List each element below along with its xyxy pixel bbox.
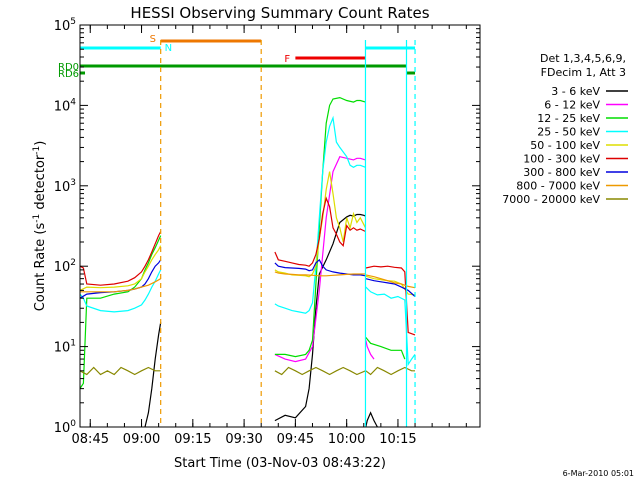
legend-label: 6 - 12 keV — [544, 99, 600, 112]
series-line — [79, 231, 162, 286]
chart-title: HESSI Observing Summary Count Rates — [130, 4, 429, 22]
legend-label: 100 - 300 keV — [523, 153, 600, 166]
y-tick-label: 103 — [54, 178, 76, 195]
y-axis-label-sup2: -1 — [32, 146, 42, 155]
y-axis-label-end: ) — [33, 141, 48, 146]
series-line — [274, 271, 366, 277]
y-tick-label: 101 — [54, 339, 76, 356]
series-line — [274, 366, 366, 376]
series-line — [365, 340, 375, 360]
y-tick-label: 100 — [54, 419, 77, 436]
x-axis-ticks: 08:45 09:00 09:15 09:30 09:45 10:00 10:15 — [72, 25, 467, 447]
legend-label: 25 - 50 keV — [537, 126, 600, 139]
series-lines — [79, 96, 416, 428]
x-tick-label: 09:00 — [123, 432, 160, 447]
y-axis-label-main: Count Rate (s — [33, 223, 48, 312]
series-line — [274, 213, 366, 422]
footer-date: 6-Mar-2010 05:01 — [563, 469, 634, 478]
flag-label: S — [150, 34, 156, 45]
x-tick-label: 09:30 — [225, 432, 262, 447]
legend-header-2: FDecim 1, Att 3 — [541, 66, 626, 79]
series-line — [365, 286, 416, 367]
series-line — [79, 366, 161, 376]
attenuator-lines — [160, 40, 416, 427]
plot-frame — [79, 24, 481, 428]
y-tick-label: 105 — [54, 17, 76, 34]
y-axis-label-mid: detector — [33, 154, 48, 214]
y-axis-ticks: 100 101 102 103 104 105 — [54, 17, 480, 436]
y-tick-label: 104 — [54, 97, 77, 114]
series-line — [79, 235, 162, 389]
x-tick-label: 09:15 — [174, 432, 211, 447]
flag-label: F — [284, 54, 290, 65]
legend-label: 800 - 7000 keV — [516, 180, 600, 193]
x-tick-label: 09:45 — [277, 432, 314, 447]
legend: Det 1,3,4,5,6,9, FDecim 1, Att 3 3 - 6 k… — [502, 52, 628, 206]
legend-label: 300 - 800 keV — [523, 166, 600, 179]
series-line — [365, 411, 378, 428]
series-line — [274, 96, 366, 358]
legend-label: 12 - 25 keV — [537, 112, 600, 125]
x-axis-label: Start Time (03-Nov-03 08:43:22) — [174, 456, 386, 471]
series-line — [274, 196, 366, 267]
x-tick-label: 08:45 — [72, 432, 109, 447]
series-line — [274, 115, 366, 314]
flag-label: RD6 — [58, 69, 79, 80]
series-line — [365, 366, 415, 376]
legend-header-1: Det 1,3,4,5,6,9, — [540, 52, 626, 65]
y-tick-label: 102 — [54, 258, 76, 275]
series-line — [80, 278, 161, 293]
legend-label: 3 - 6 keV — [551, 85, 600, 98]
series-line — [365, 337, 406, 360]
y-axis-label-sup1: -1 — [32, 214, 42, 223]
y-axis-label: Count Rate (s-1 detector-1) — [32, 141, 48, 312]
x-tick-label: 10:15 — [379, 432, 416, 447]
series-line — [144, 322, 162, 428]
series-line — [274, 156, 366, 363]
x-tick-label: 10:00 — [328, 432, 365, 447]
flag-label: RD0 — [58, 62, 79, 73]
series-line — [79, 245, 162, 291]
legend-label: 50 - 100 keV — [530, 139, 600, 152]
flag-label: N — [165, 43, 172, 54]
legend-label: 7000 - 20000 keV — [502, 193, 600, 206]
